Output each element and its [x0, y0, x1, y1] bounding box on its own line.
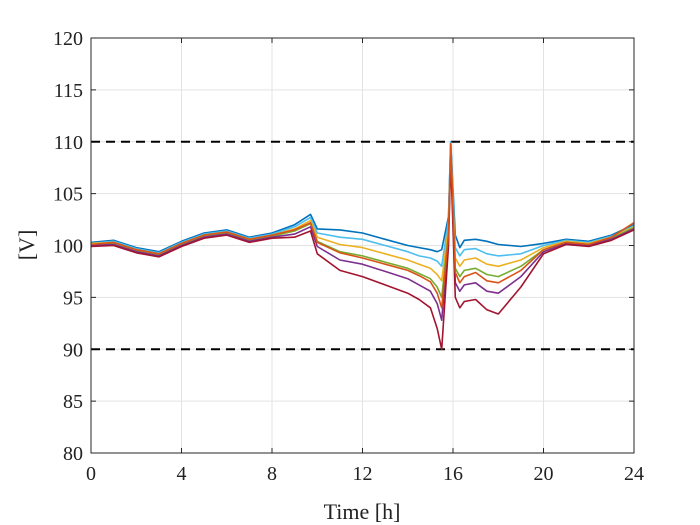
series-line-6	[90, 157, 635, 351]
y-tick-label: 105	[53, 184, 83, 206]
y-tick-label: 90	[63, 339, 83, 361]
series-line-5	[90, 153, 635, 322]
y-tick-label: 115	[54, 80, 83, 102]
y-tick-label: 110	[54, 132, 83, 154]
y-tick-labels: 80 85 90 95 100 105 110 115 120	[53, 28, 83, 465]
series-line-4	[90, 149, 635, 299]
x-tick-labels: 0 4 8 12 16 20 24	[86, 463, 644, 485]
series-line-7	[90, 143, 635, 309]
x-tick-label: 16	[443, 463, 463, 485]
x-axis-label: Time [h]	[324, 499, 401, 524]
x-tick-label: 12	[353, 463, 373, 485]
y-tick-label: 80	[63, 443, 83, 465]
y-tick-label: 95	[63, 287, 83, 309]
y-axis-label: [V]	[14, 230, 39, 261]
y-tick-label: 120	[53, 28, 83, 50]
plot-frame	[90, 37, 635, 454]
x-tick-label: 20	[534, 463, 554, 485]
y-tick-label: 85	[63, 391, 83, 413]
series-lines	[90, 141, 635, 351]
x-tick-label: 0	[86, 463, 96, 485]
series-line-1	[90, 141, 635, 253]
x-tick-label: 4	[177, 463, 187, 485]
series-line-2	[90, 141, 635, 268]
y-tick-label: 100	[53, 236, 83, 258]
reference-lines	[91, 140, 634, 351]
x-tick-label: 8	[267, 463, 277, 485]
x-tick-label: 24	[624, 463, 644, 485]
